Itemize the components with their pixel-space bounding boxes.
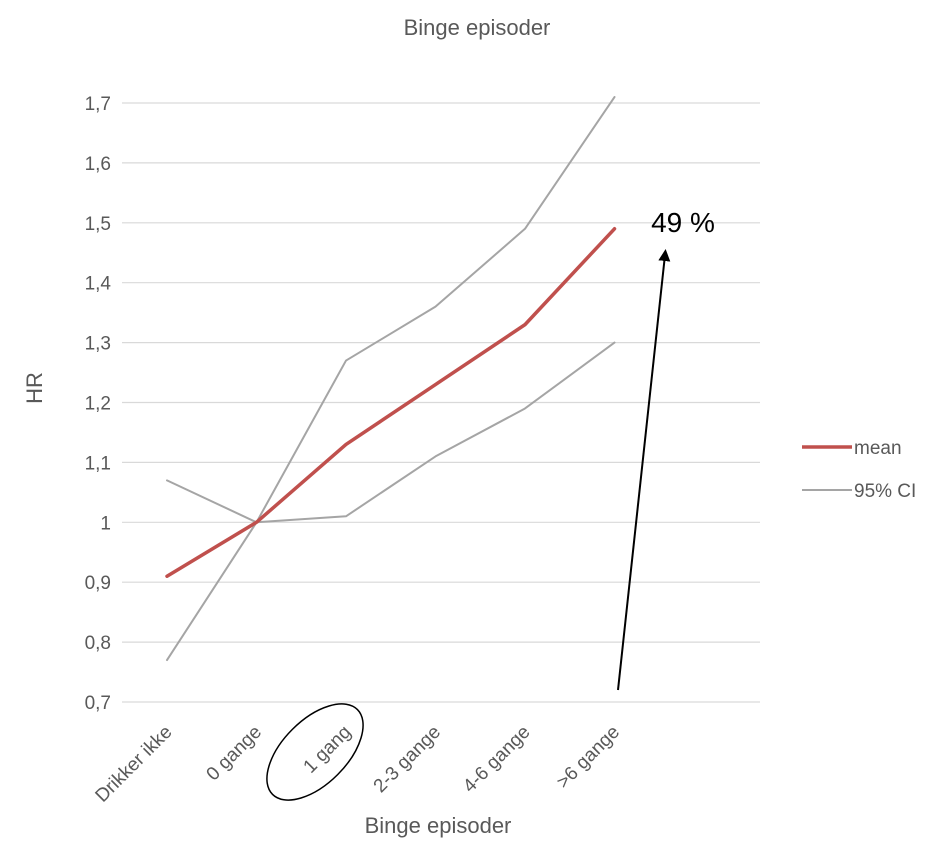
- x-tick-label: >6 gange: [553, 722, 624, 793]
- x-tick-label: 1 gang: [300, 722, 356, 778]
- x-tick-label: 0 gange: [203, 722, 266, 785]
- highlight-ellipse: [266, 703, 364, 801]
- series-line-ci-lower: [166, 341, 616, 662]
- x-tick-label: 4-6 gange: [459, 722, 534, 797]
- series-lines: [165, 96, 617, 662]
- legend-label: mean: [854, 438, 902, 459]
- x-tick-label: 2-3 gange: [370, 722, 445, 797]
- y-tick-labels: 0,7 0,8 0,9 1 1,1 1,2 1,3 1,4 1,5 1,6 1,7: [85, 94, 112, 714]
- gridlines: [122, 102, 760, 703]
- annotation-arrow: 49 %: [617, 207, 715, 691]
- y-tick-label: 1,7: [85, 94, 111, 115]
- arrow-line: [617, 249, 671, 691]
- y-tick-label: 1,2: [85, 394, 111, 415]
- y-axis-label: HR: [22, 372, 47, 404]
- y-tick-label: 1,5: [85, 214, 111, 235]
- y-tick-label: 1,3: [85, 334, 111, 355]
- series-line-mean: [165, 227, 617, 578]
- legend: mean 95% CI: [802, 438, 916, 502]
- y-tick-label: 0,9: [85, 573, 111, 594]
- arrow-label: 49 %: [651, 207, 715, 238]
- chart-title: Binge episoder: [404, 15, 551, 40]
- x-tick-label: Drikker ikke: [92, 722, 177, 807]
- legend-label: 95% CI: [854, 481, 916, 502]
- y-tick-label: 1,1: [85, 453, 111, 474]
- y-tick-label: 1: [100, 513, 111, 534]
- y-tick-label: 1,6: [85, 154, 111, 175]
- x-axis-label: Binge episoder: [365, 813, 512, 838]
- series-line-95-ci: [166, 96, 616, 524]
- y-tick-label: 0,8: [85, 633, 111, 654]
- y-tick-label: 0,7: [85, 693, 111, 714]
- y-tick-label: 1,4: [85, 274, 112, 295]
- x-tick-labels: Drikker ikke 0 gange 1 gang 2-3 gange 4-6 ga…: [92, 722, 625, 807]
